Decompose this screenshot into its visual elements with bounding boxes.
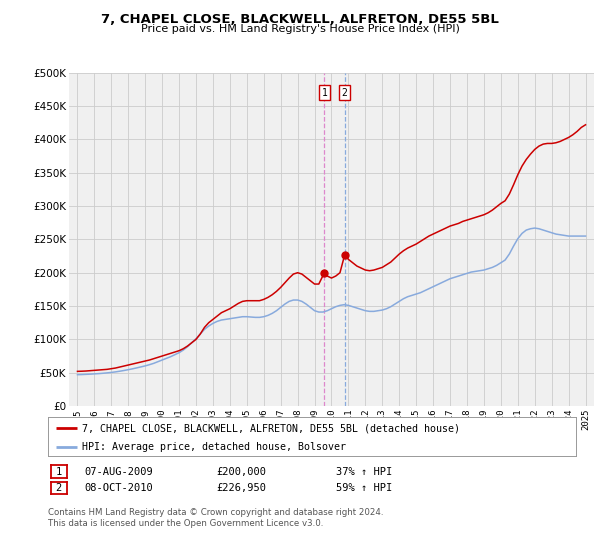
Text: 1: 1 [322,88,328,98]
Text: £200,000: £200,000 [216,466,266,477]
Text: 2: 2 [342,88,347,98]
Text: 08-OCT-2010: 08-OCT-2010 [84,483,153,493]
Text: 7, CHAPEL CLOSE, BLACKWELL, ALFRETON, DE55 5BL (detached house): 7, CHAPEL CLOSE, BLACKWELL, ALFRETON, DE… [82,423,460,433]
Text: Contains HM Land Registry data © Crown copyright and database right 2024.
This d: Contains HM Land Registry data © Crown c… [48,508,383,528]
Text: 1: 1 [56,466,62,477]
Text: £226,950: £226,950 [216,483,266,493]
Text: 37% ↑ HPI: 37% ↑ HPI [336,466,392,477]
Text: Price paid vs. HM Land Registry's House Price Index (HPI): Price paid vs. HM Land Registry's House … [140,24,460,34]
Text: 59% ↑ HPI: 59% ↑ HPI [336,483,392,493]
Text: 7, CHAPEL CLOSE, BLACKWELL, ALFRETON, DE55 5BL: 7, CHAPEL CLOSE, BLACKWELL, ALFRETON, DE… [101,13,499,26]
Text: HPI: Average price, detached house, Bolsover: HPI: Average price, detached house, Bols… [82,442,346,451]
Text: 2: 2 [56,483,62,493]
Text: 07-AUG-2009: 07-AUG-2009 [84,466,153,477]
